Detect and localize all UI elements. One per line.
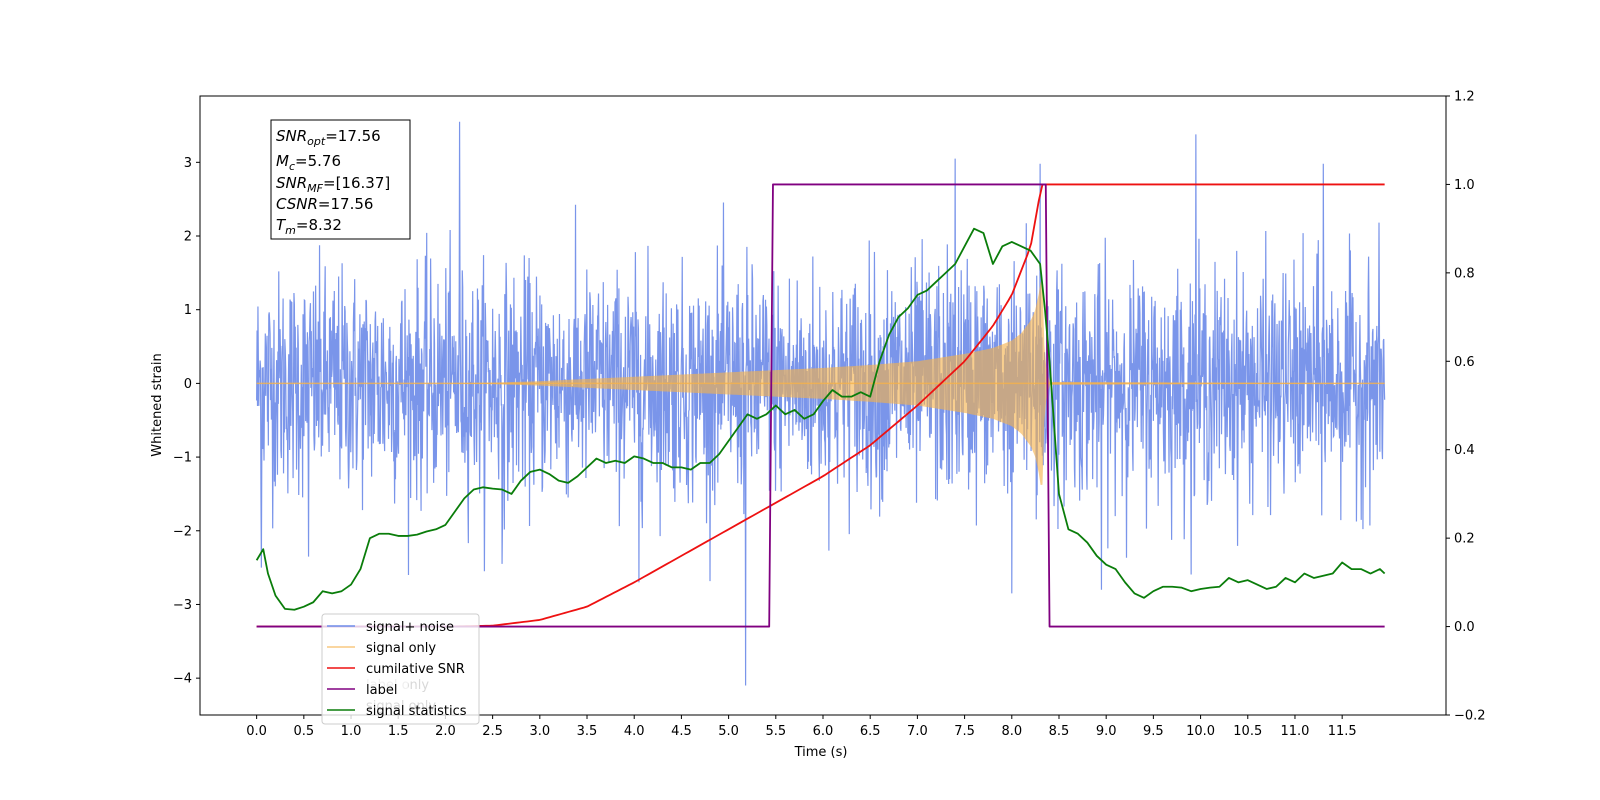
y2-tick-label: 0.8 (1454, 266, 1475, 281)
x-tick-label: 2.5 (482, 724, 503, 739)
signal-statistics-line (255, 227, 1386, 611)
info-csnr: CSNR=17.56 (276, 195, 373, 213)
legend-label-label: label (366, 683, 397, 698)
legend-hidden-signal-only: signal only (366, 699, 436, 714)
y2-tick-label: 1.0 (1454, 178, 1475, 193)
x-tick-label: 7.5 (954, 724, 975, 739)
y-axis-label: Whitened strain (150, 353, 165, 456)
y2-tick-label: −0.2 (1454, 709, 1486, 724)
y2-tick-label: 0.4 (1454, 443, 1475, 458)
x-tick-label: 10.0 (1186, 724, 1215, 739)
x-axis-ticks: 0.0 0.5 1.0 1.5 2.0 2.5 3.0 3.5 4.0 4.5 5.0 5.5 6.0 6… (246, 715, 1357, 739)
info-box: SNRopt=17.56 Mc=5.76 SNRMF=[16.37] CSNR=… (270, 119, 411, 240)
y-tick-label: 2 (184, 230, 192, 245)
y-tick-label: −4 (173, 672, 192, 687)
legend-label-signal-only: signal only (366, 641, 436, 656)
signal-only-series (256, 281, 1385, 485)
y-tick-label: 0 (184, 377, 192, 392)
y2-tick-label: 0.0 (1454, 620, 1475, 635)
x-tick-label: 11.0 (1280, 724, 1309, 739)
x-tick-label: 6.5 (860, 724, 881, 739)
x-tick-label: 5.5 (765, 724, 786, 739)
y2-tick-label: 1.2 (1454, 90, 1475, 105)
info-snr-opt: SNRopt=17.56 (276, 127, 381, 148)
x-tick-label: 5.0 (718, 724, 739, 739)
info-snr-mf: SNRMF=[16.37] (276, 174, 390, 195)
x-tick-label: 7.0 (907, 724, 928, 739)
x-tick-label: 1.5 (388, 724, 409, 739)
x-tick-label: 6.0 (813, 724, 834, 739)
y2-axis-ticks: 1.2 1.0 0.8 0.6 0.4 0.2 0.0 −0.2 (1446, 90, 1486, 724)
y-axis-ticks: 3 2 1 0 −1 −2 −3 −4 (173, 156, 200, 687)
x-tick-label: 8.0 (1001, 724, 1022, 739)
y-tick-label: −2 (173, 524, 192, 539)
x-tick-label: 3.5 (577, 724, 598, 739)
x-tick-label: 8.5 (1049, 724, 1070, 739)
label-line (256, 183, 1385, 628)
x-tick-label: 3.0 (529, 724, 550, 739)
x-tick-label: 4.5 (671, 724, 692, 739)
x-tick-label: 1.0 (341, 724, 362, 739)
y2-tick-label: 0.6 (1454, 355, 1475, 370)
legend-label-cumulative-snr: cumilative SNR (366, 662, 465, 677)
y-tick-label: −1 (173, 451, 192, 466)
info-mc: Mc=5.76 (276, 152, 341, 173)
legend: label only signal only signal+ noise sig… (321, 613, 480, 725)
x-tick-label: 11.5 (1328, 724, 1357, 739)
x-tick-label: 9.0 (1096, 724, 1117, 739)
legend-label-signal-noise: signal+ noise (366, 620, 454, 635)
x-tick-label: 0.5 (293, 724, 314, 739)
x-tick-label: 2.0 (435, 724, 456, 739)
y-tick-label: 3 (184, 156, 192, 171)
x-tick-label: 9.5 (1143, 724, 1164, 739)
y2-tick-label: 0.2 (1454, 532, 1475, 547)
legend-label-signal-statistics: signal statistics (366, 704, 467, 719)
info-tm: Tm=8.32 (276, 216, 342, 237)
x-axis-label: Time (s) (794, 745, 848, 760)
overlay-lines (255, 183, 1386, 628)
x-tick-label: 10.5 (1233, 724, 1262, 739)
x-tick-label: 0.0 (246, 724, 267, 739)
x-tick-label: 4.0 (624, 724, 645, 739)
y-tick-label: 1 (184, 303, 192, 318)
y-tick-label: −3 (173, 598, 192, 613)
